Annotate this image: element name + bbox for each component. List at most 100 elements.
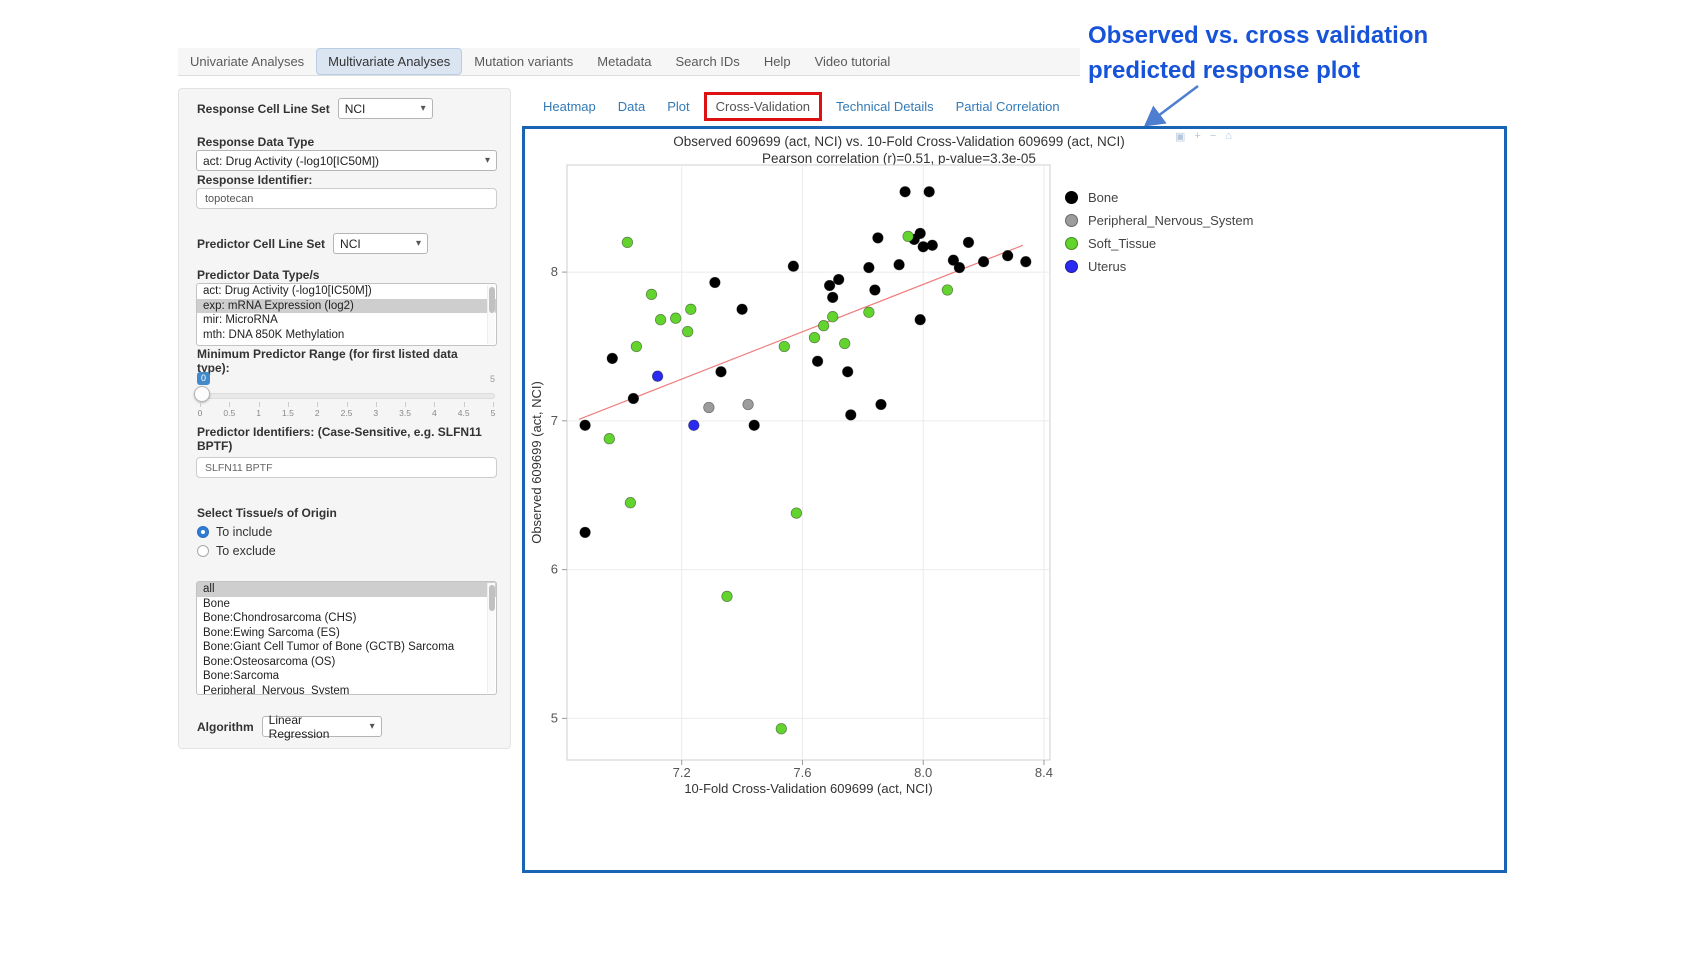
data-point-bone[interactable] [914, 227, 926, 240]
predictor-data-types-listbox[interactable]: act: Drug Activity (-log10[IC50M]) exp: m… [196, 283, 497, 346]
reset-axes-icon[interactable]: ⌂ [1225, 130, 1232, 142]
data-point-bone[interactable] [827, 291, 839, 304]
data-point-bone[interactable] [953, 261, 966, 274]
data-point-bone[interactable] [579, 419, 591, 431]
data-point-bone[interactable] [606, 352, 618, 365]
data-point-bone[interactable] [748, 419, 760, 431]
data-point-soft-tissue[interactable] [645, 288, 658, 301]
data-point-bone[interactable] [736, 303, 748, 315]
nav-tab-mutation-variants[interactable]: Mutation variants [474, 54, 574, 69]
tissue-option-bone[interactable]: Bone [203, 597, 230, 610]
nav-tab-help[interactable]: Help [763, 54, 791, 69]
data-point-soft-tissue[interactable] [790, 507, 803, 519]
data-point-bone[interactable] [926, 239, 938, 251]
predictor-data-type-option-mir-microrna[interactable]: mir: MicroRNA [203, 314, 278, 326]
data-point-soft-tissue[interactable] [630, 340, 643, 353]
data-point-soft-tissue[interactable] [839, 337, 851, 350]
zoom-in-icon[interactable]: + [1194, 130, 1201, 142]
tab-technical-details[interactable]: Technical Details [836, 98, 934, 114]
data-point-soft-tissue[interactable] [654, 314, 667, 326]
nav-tab-univariate-analyses[interactable]: Univariate Analyses [190, 54, 305, 69]
data-point-bone[interactable] [1020, 256, 1032, 268]
radio-to-exclude[interactable]: To exclude [197, 541, 276, 560]
data-point-bone[interactable] [923, 186, 935, 198]
data-point-soft-tissue[interactable] [685, 303, 697, 315]
data-point-uterus[interactable] [651, 370, 664, 382]
data-point-bone[interactable] [893, 259, 905, 271]
data-point-peripheral-nervous-system[interactable] [742, 398, 754, 411]
tissue-option-bone-giant-cell-tumor-of-bone-gctb-sarcoma[interactable]: Bone:Giant Cell Tumor of Bone (GCTB) Sar… [203, 641, 455, 653]
nav-tab-video-tutorial[interactable]: Video tutorial [814, 54, 891, 69]
data-point-bone[interactable] [579, 526, 591, 539]
data-point-uterus[interactable] [688, 419, 700, 431]
tissue-option-bone-osteosarcoma-os[interactable]: Bone:Osteosarcoma (OS) [203, 655, 336, 668]
legend-item-bone[interactable]: Bone [1065, 186, 1253, 209]
predictor-identifiers-input[interactable]: SLFN11 BPTF [196, 457, 497, 478]
scrollbar[interactable] [487, 583, 495, 693]
response-identifier-input[interactable]: topotecan [196, 188, 497, 209]
predictor-data-type-option-mth-dna-850k-methylation[interactable]: mth: DNA 850K Methylation [203, 328, 345, 341]
tab-heatmap[interactable]: Heatmap [543, 98, 596, 114]
data-point-bone[interactable] [977, 256, 990, 268]
tab-cross-validation[interactable]: Cross-Validation [703, 91, 823, 121]
tissue-option-all[interactable]: all [197, 582, 496, 597]
data-point-bone[interactable] [962, 236, 975, 249]
response-cell-line-set-select[interactable]: NCI ▾ [337, 98, 433, 119]
response-data-type-select[interactable]: act: Drug Activity (-log10[IC50M]) ▾ [196, 150, 497, 171]
data-point-soft-tissue[interactable] [624, 497, 637, 509]
tab-plot[interactable]: Plot [667, 98, 690, 114]
radio-button-icon[interactable] [197, 544, 209, 557]
radio-button-icon[interactable] [197, 525, 209, 538]
data-point-bone[interactable] [627, 392, 640, 405]
data-point-soft-tissue[interactable] [863, 306, 875, 318]
data-point-bone[interactable] [899, 186, 911, 198]
data-point-bone[interactable] [1002, 250, 1014, 262]
data-point-bone[interactable] [787, 260, 800, 272]
slider-handle[interactable] [194, 386, 210, 402]
nav-tab-metadata[interactable]: Metadata [597, 54, 652, 69]
data-point-soft-tissue[interactable] [603, 433, 615, 445]
data-point-soft-tissue[interactable] [941, 284, 954, 296]
legend-item-peripheral-nervous-system[interactable]: Peripheral_Nervous_System [1065, 209, 1253, 232]
data-point-bone[interactable] [715, 366, 727, 378]
predictor-data-type-option-exp-mrna-expression-log2[interactable]: exp: mRNA Expression (log2) [197, 298, 496, 313]
data-point-bone[interactable] [872, 232, 884, 244]
data-point-soft-tissue[interactable] [670, 312, 682, 324]
nav-tab-multivariate-analyses[interactable]: Multivariate Analyses [316, 48, 463, 75]
data-point-soft-tissue[interactable] [621, 236, 634, 249]
data-point-soft-tissue[interactable] [827, 311, 839, 323]
data-point-bone[interactable] [823, 279, 836, 292]
data-point-bone[interactable] [811, 355, 824, 367]
tab-partial-correlation[interactable]: Partial Correlation [955, 98, 1060, 114]
algorithm-select[interactable]: Linear Regression ▾ [261, 713, 382, 741]
scrollbar[interactable] [487, 285, 495, 344]
data-point-soft-tissue[interactable] [778, 340, 790, 353]
data-point-bone[interactable] [863, 261, 875, 274]
scrollbar-thumb[interactable] [488, 287, 495, 313]
tissue-option-bone-ewing-sarcoma-es[interactable]: Bone:Ewing Sarcoma (ES) [203, 626, 340, 639]
zoom-out-icon[interactable]: − [1209, 130, 1217, 142]
data-point-soft-tissue[interactable] [817, 320, 830, 332]
tissue-option-bone-sarcoma[interactable]: Bone:Sarcoma [203, 670, 280, 682]
tab-data[interactable]: Data [617, 98, 646, 114]
data-point-bone[interactable] [833, 273, 845, 286]
data-point-bone[interactable] [842, 366, 854, 378]
tissue-option-bone-chondrosarcoma-chs[interactable]: Bone:Chondrosarcoma (CHS) [203, 612, 357, 624]
data-point-soft-tissue[interactable] [808, 331, 821, 344]
data-point-bone[interactable] [869, 284, 881, 296]
data-point-soft-tissue[interactable] [775, 723, 787, 735]
data-point-bone[interactable] [914, 314, 926, 326]
data-point-soft-tissue[interactable] [682, 325, 694, 338]
data-point-peripheral-nervous-system[interactable] [703, 401, 715, 414]
data-point-soft-tissue[interactable] [721, 590, 733, 603]
legend-item-soft-tissue[interactable]: Soft_Tissue [1065, 232, 1253, 255]
camera-icon[interactable]: ▣ [1175, 131, 1186, 143]
radio-to-include[interactable]: To include [197, 522, 276, 541]
data-point-soft-tissue[interactable] [902, 230, 914, 243]
data-point-bone[interactable] [875, 398, 887, 411]
predictor-data-type-option-act-drug-activity-log10-ic50m[interactable]: act: Drug Activity (-log10[IC50M]) [203, 285, 372, 297]
data-point-bone[interactable] [709, 276, 721, 289]
data-point-bone[interactable] [845, 409, 857, 421]
data-point-bone[interactable] [947, 254, 960, 266]
tissue-option-peripheral-nervous-system[interactable]: Peripheral_Nervous_System [203, 684, 350, 695]
